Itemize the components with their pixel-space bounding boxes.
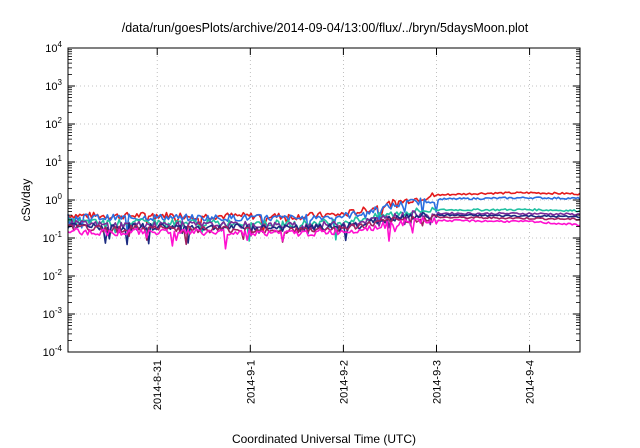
y-tick-label: 102: [45, 116, 62, 131]
y-tick-exponent: 3: [58, 78, 63, 87]
grid: [68, 48, 580, 352]
y-tick-base: 10: [45, 43, 57, 55]
y-tick-exponent: 0: [58, 192, 63, 201]
y-tick-base: 10: [43, 271, 55, 283]
y-tick-label: 10-4: [43, 344, 63, 359]
y-tick-exponent: -4: [55, 344, 63, 353]
x-axis-label: Coordinated Universal Time (UTC): [232, 432, 416, 446]
y-tick-exponent: -1: [55, 230, 63, 239]
series-layer: [67, 191, 581, 250]
y-tick-base: 10: [43, 309, 55, 321]
y-tick-base: 10: [45, 81, 57, 93]
x-tick-label: 2014-9-2: [338, 360, 350, 404]
x-tick-label: 2014-9-3: [431, 360, 443, 404]
y-tick-label: 10-2: [43, 268, 63, 283]
y-tick-base: 10: [43, 347, 55, 359]
y-tick-label: 10-1: [43, 230, 63, 245]
y-tick-label: 10-3: [43, 306, 63, 321]
x-tick-label: 2014-9-1: [245, 360, 257, 404]
y-tick-exponent: -3: [55, 306, 63, 315]
x-axis: 2014-8-31 2014-9-1 2014-9-2 2014-9-3 2014-9-…: [152, 48, 537, 410]
series-line: [67, 217, 581, 250]
y-tick-base: 10: [45, 157, 57, 169]
y-tick-label: 101: [45, 154, 62, 169]
x-tick-label: 2014-9-4: [525, 360, 537, 404]
series-line: [67, 196, 581, 235]
y-tick-exponent: 1: [58, 154, 63, 163]
x-tick-label: 2014-8-31: [152, 360, 164, 410]
y-tick-exponent: -2: [55, 268, 63, 277]
y-tick-exponent: 2: [58, 116, 63, 125]
series-line: [67, 206, 581, 242]
series-line: [67, 210, 581, 237]
y-tick-label: 103: [45, 78, 62, 93]
y-axis-label: cSv/day: [19, 179, 33, 222]
chart-title: /data/run/goesPlots/archive/2014-09-04/1…: [122, 21, 529, 35]
y-tick-exponent: 4: [58, 40, 63, 49]
y-tick-base: 10: [43, 233, 55, 245]
y-tick-label: 104: [45, 40, 62, 55]
y-tick-base: 10: [45, 195, 57, 207]
y-tick-label: 100: [45, 192, 62, 207]
y-tick-base: 10: [45, 119, 57, 131]
